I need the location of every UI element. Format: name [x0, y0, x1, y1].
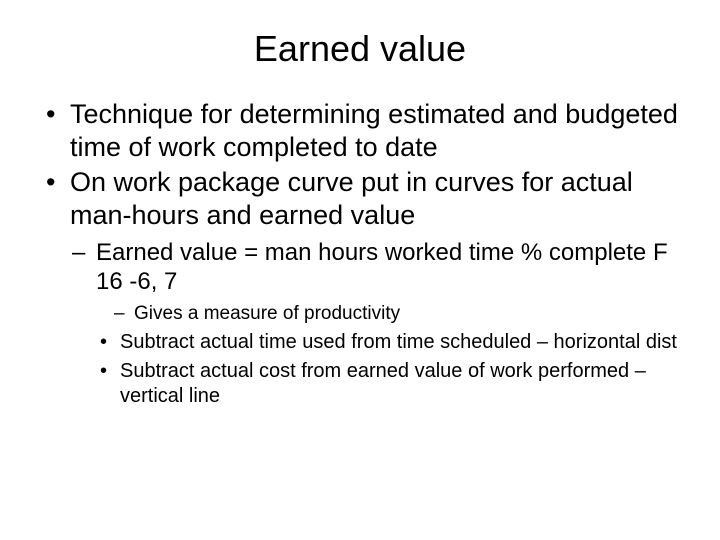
bullet-item: Subtract actual time used from time sche… [98, 330, 690, 355]
bullet-item: Gives a measure of productivity [112, 302, 690, 326]
bullet-text: Gives a measure of productivity [134, 303, 400, 324]
bullet-item: Technique for determining estimated and … [40, 98, 690, 164]
bullet-text: Subtract actual cost from earned value o… [120, 360, 646, 407]
slide: Earned value Technique for determining e… [0, 0, 720, 540]
bullet-text: Earned value = man hours worked time % c… [96, 239, 668, 295]
bullet-text: Technique for determining estimated and … [70, 99, 678, 162]
bullet-item: Subtract actual cost from earned value o… [98, 359, 690, 409]
bullet-list-level3: Gives a measure of productivity [112, 302, 690, 326]
bullet-list-level2: Earned value = man hours worked time % c… [70, 238, 690, 409]
slide-title: Earned value [30, 28, 690, 70]
bullet-list-level1: Technique for determining estimated and … [40, 98, 690, 408]
bullet-text: On work package curve put in curves for … [70, 167, 633, 230]
bullet-item: Earned value = man hours worked time % c… [70, 238, 690, 409]
bullet-text: Subtract actual time used from time sche… [120, 331, 677, 353]
bullet-list-level3b: Subtract actual time used from time sche… [98, 330, 690, 408]
bullet-item: On work package curve put in curves for … [40, 166, 690, 409]
